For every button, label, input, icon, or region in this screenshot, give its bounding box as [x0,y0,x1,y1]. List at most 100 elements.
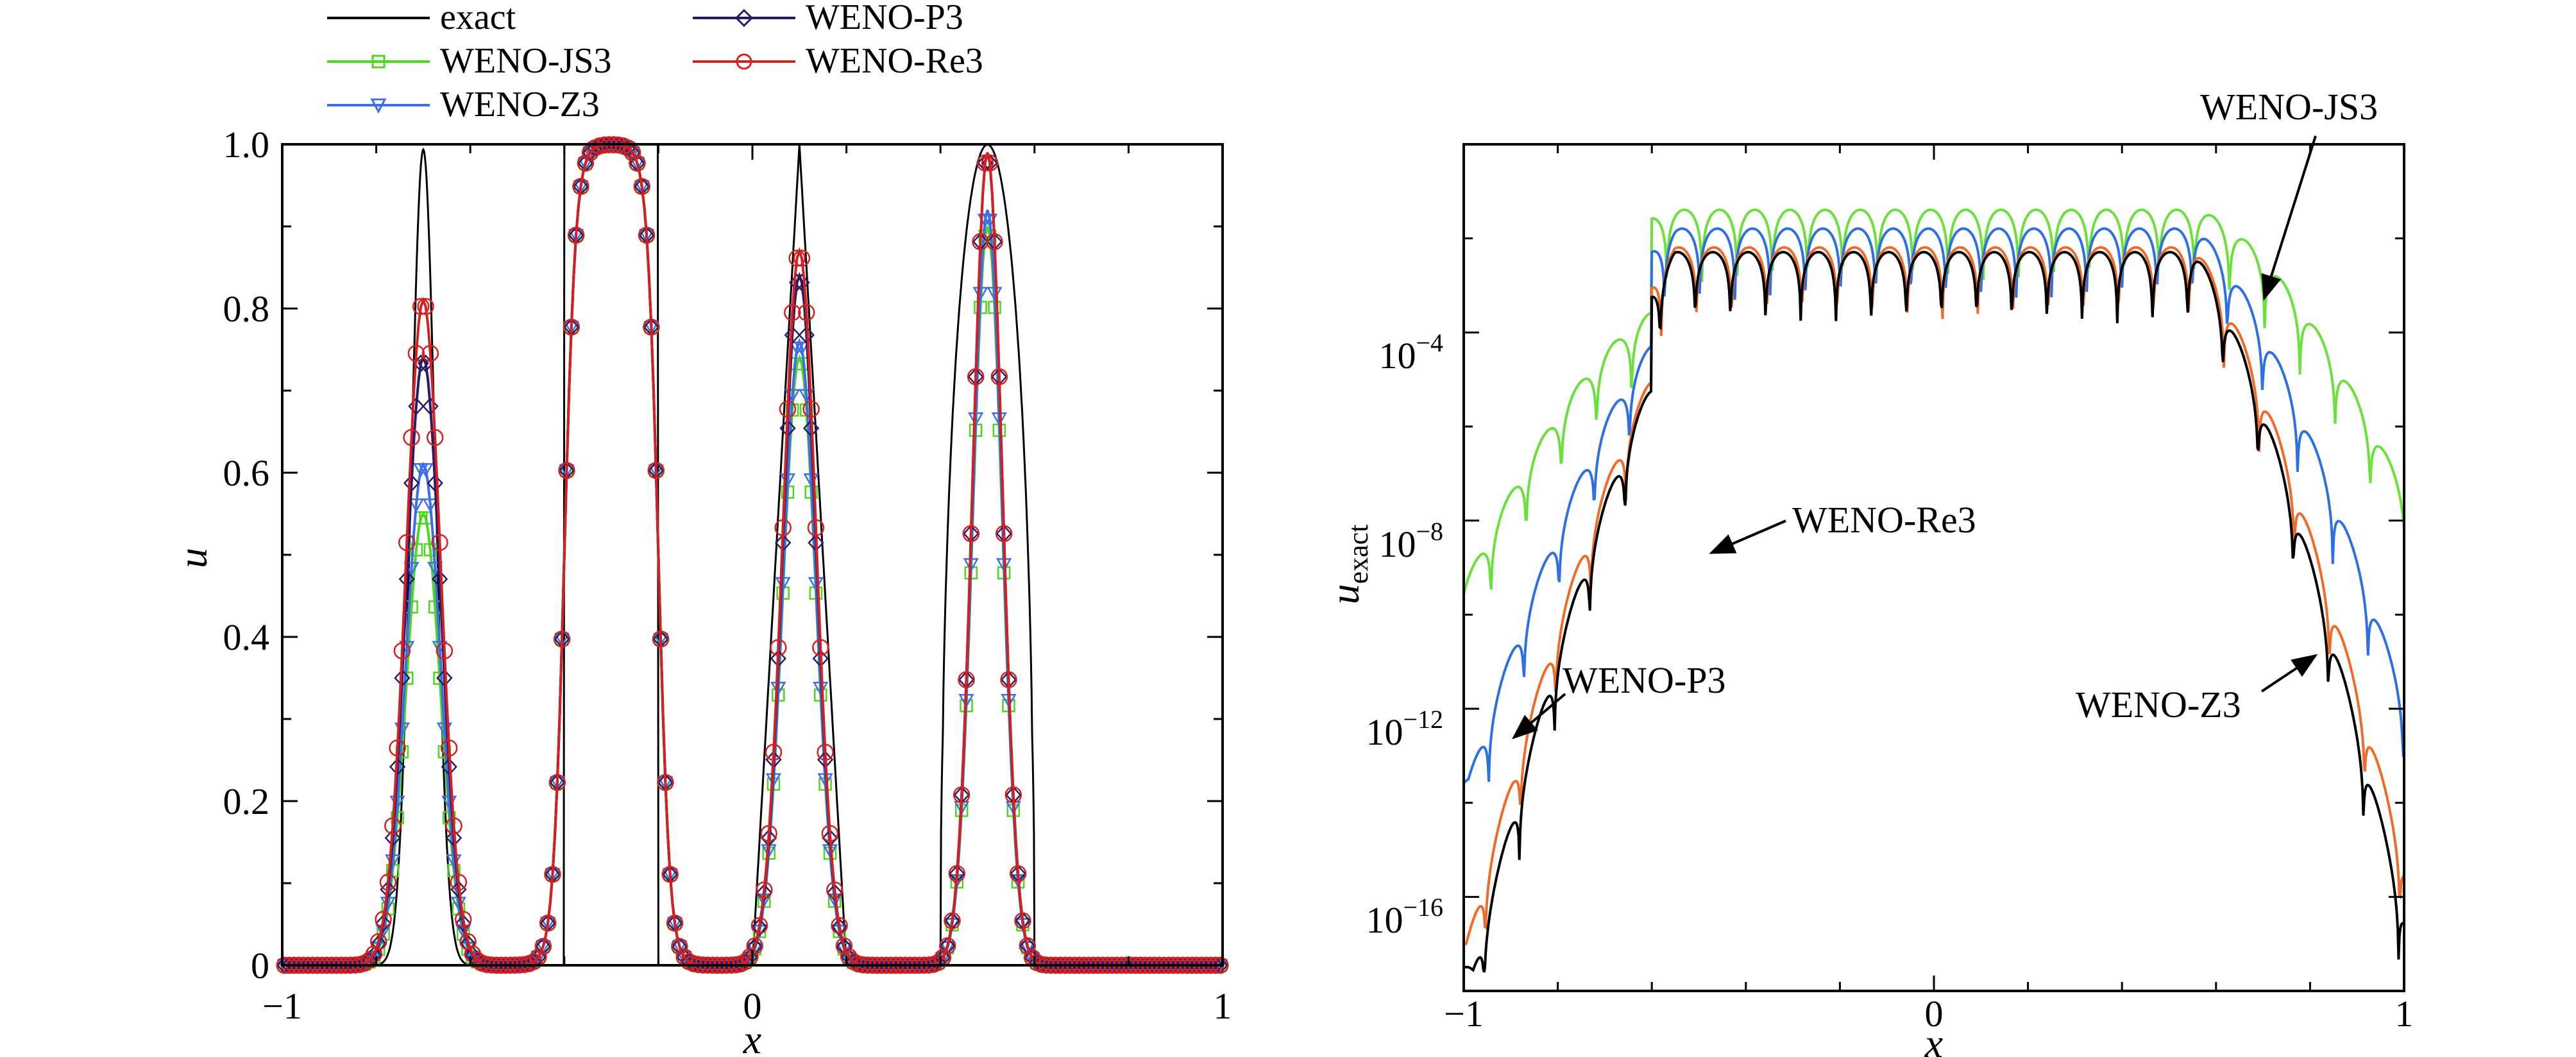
data-point [407,344,425,362]
series-weno-js3 [278,138,1227,972]
right-x-axis-title: x [1924,1020,1943,1057]
right-y-axis-subscript: exact [1343,525,1374,584]
data-point [798,326,815,344]
right-plot-frame [1462,143,2405,992]
legend-label: WENO-JS3 [440,41,612,81]
data-point [779,400,797,418]
data-point [1009,865,1027,883]
legend-marker [370,98,387,114]
series-line-weno-re3 [1463,251,2405,973]
data-point [455,914,471,933]
data-point [356,954,373,972]
right-x-tick-label: 1 [2395,993,2414,1035]
data-point [379,874,397,891]
data-point [398,534,416,552]
right-y-tick-exponent: −4 [1416,328,1443,357]
data-point [375,911,392,928]
data-point [657,774,674,791]
data-point [544,866,561,883]
series-line-weno-p3 [282,143,1223,967]
data-point [826,881,843,899]
data-point [746,937,763,955]
legend-marker [371,55,386,69]
data-point [788,273,806,292]
data-point [441,757,457,776]
data-point [384,817,402,834]
data-point [1014,912,1031,929]
data-point [807,519,825,537]
data-point [365,945,383,963]
data-point [553,630,571,648]
data-point [666,915,684,932]
left-series-group [276,135,1229,974]
data-point [633,178,650,195]
data-point [408,498,425,513]
annotation-arrow [1511,693,1566,740]
left-plot-frame [281,143,1224,967]
data-point [990,368,1008,385]
series-line-weno-z3 [282,143,1223,967]
data-point [756,881,773,899]
annotation-label: WENO-Re3 [1792,499,1976,541]
data-point [389,740,406,757]
data-point [450,874,468,891]
left-y-tick-label: 0 [251,945,269,986]
data-point [445,829,462,847]
data-point [431,534,448,552]
data-point [539,915,557,932]
left-x-tick-label: −1 [262,985,302,1027]
right-series-group [1462,208,2405,973]
data-point [976,154,994,172]
series-line-exact [282,143,1223,967]
data-point [995,525,1013,543]
data-point [647,462,665,479]
data-point [929,954,947,971]
right-y-tick-label: 10−12 [1366,705,1443,753]
data-point [958,671,975,689]
data-point [643,318,660,336]
annotation-label: WENO-P3 [1563,659,1726,701]
data-point [445,817,462,834]
data-point [427,474,443,493]
annotation-weno-p3: WENO-P3 [1511,659,1726,740]
legend-entry-exact: exact [327,0,516,37]
data-point [967,368,985,385]
annotation-label: WENO-Z3 [2076,684,2241,725]
legend: exact WENO-JS3 WENO-Z3 WENO-P3 WENO-Re3 [327,0,983,124]
data-point [972,233,989,251]
data-point [370,934,387,953]
data-point [525,953,543,970]
series-line-weno-re3 [282,143,1223,967]
series-line-weno-js3 [1462,208,2405,595]
legend-entry-weno-p3: WENO-P3 [693,0,963,37]
data-point [784,326,801,344]
left-y-tick-label: 1.0 [223,124,270,165]
data-point [398,570,415,588]
annotation-arrow [2260,654,2318,693]
annotation-arrow [2261,135,2317,301]
data-point [403,428,420,446]
right-tick-marks [1462,143,2405,992]
series-line-weno-js3 [282,143,1223,967]
data-point [770,639,787,656]
data-point [436,669,453,687]
annotation-arrow [1709,520,1786,554]
legend-label: WENO-P3 [806,0,963,37]
annotation-weno-z3: WENO-Z3 [2076,654,2318,725]
data-point [817,743,834,761]
data-point [370,933,387,951]
data-point [831,917,848,934]
left-y-tick-label: 0.6 [223,452,270,494]
legend-marker [734,8,754,28]
legend-label: WENO-Z3 [440,85,600,124]
legend-marker [736,53,752,70]
right-y-tick-exponent: −12 [1403,705,1443,734]
data-point [394,669,411,687]
data-point [403,474,420,493]
data-point [408,397,425,416]
data-point [563,318,580,336]
left-x-tick-label: 1 [1214,985,1232,1027]
right-y-tick-exponent: −8 [1416,517,1443,546]
data-point [831,918,848,936]
right-y-tick-label: 10−4 [1378,328,1443,376]
